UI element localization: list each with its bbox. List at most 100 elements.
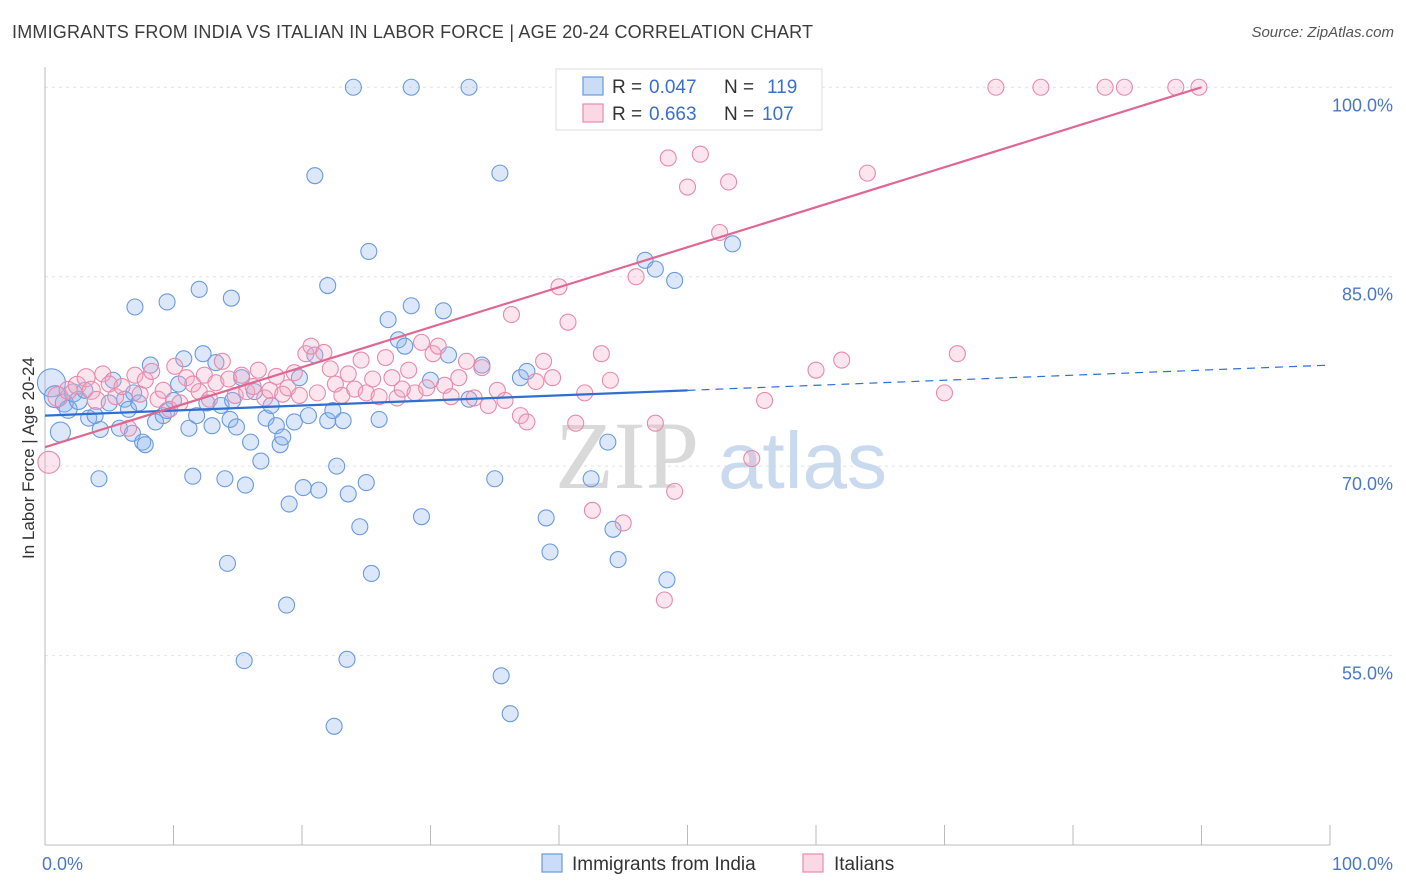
bottom-legend-swatch-india	[541, 853, 563, 873]
point-india-98	[126, 298, 144, 316]
bottom-legend-label-india: Immigrants from India	[572, 854, 756, 875]
point-india-21	[136, 436, 154, 454]
legend-r-label-italians: R =	[612, 104, 642, 125]
point-italians-85	[601, 371, 619, 389]
point-india-89	[658, 571, 676, 589]
bottom-legend: Immigrants from India Italians	[541, 853, 894, 875]
point-italians-92	[691, 145, 709, 163]
legend-n-value-india: 119	[767, 77, 797, 98]
point-india-103	[235, 652, 253, 670]
point-india-102	[218, 554, 237, 572]
point-italians-28	[220, 370, 238, 388]
y-tick-labels: 55.0% 70.0% 85.0% 100.0%	[1332, 95, 1393, 683]
point-italians-94	[720, 173, 738, 191]
point-italians-108	[659, 149, 677, 167]
point-india-101	[278, 596, 296, 614]
point-italians-77	[535, 352, 553, 370]
series-italians-points	[37, 78, 1208, 609]
point-india-22	[141, 356, 159, 374]
point-italians-12	[126, 366, 144, 384]
point-italians-87	[627, 268, 645, 286]
point-india-85	[604, 520, 622, 538]
legend-swatch-italians	[582, 103, 604, 123]
point-italians-10	[113, 378, 131, 396]
point-italians-73	[502, 306, 521, 324]
point-india-92	[723, 235, 742, 253]
point-italians-90	[666, 482, 684, 500]
point-italians-33	[249, 361, 267, 379]
point-italians-99	[858, 164, 876, 182]
point-india-94	[402, 78, 420, 96]
point-india-11	[90, 470, 108, 488]
point-india-55	[299, 407, 317, 425]
legend-r-value-india: 0.047	[649, 77, 697, 98]
point-india-2	[49, 421, 71, 443]
point-india-83	[582, 470, 600, 488]
point-italians-105	[1115, 78, 1133, 96]
point-india-35	[207, 354, 225, 372]
axes	[44, 67, 1331, 846]
point-india-37	[216, 470, 234, 488]
point-italians-19	[166, 357, 184, 375]
point-italians-43	[308, 384, 326, 402]
chart-source: Source: ZipAtlas.com	[1251, 24, 1394, 41]
y-axis-label: In Labor Force | Age 20-24	[19, 357, 38, 559]
point-india-70	[402, 297, 420, 315]
point-italians-66	[450, 369, 468, 387]
point-italians-55	[383, 369, 401, 387]
point-india-64	[357, 473, 375, 492]
point-india-58	[319, 412, 337, 430]
point-india-0	[36, 368, 66, 398]
point-india-82	[541, 543, 559, 561]
legend: R = 0.047 N = 119 R = 0.663 N = 107	[555, 68, 823, 131]
point-italians-67	[457, 352, 476, 370]
point-italians-95	[743, 450, 761, 468]
x-tick-label-1: 100.0%	[1332, 854, 1393, 874]
point-italians-78	[544, 369, 562, 387]
bottom-legend-swatch-italians	[802, 853, 824, 873]
point-italians-96	[756, 391, 774, 410]
point-italians-30	[233, 366, 251, 384]
point-italians-103	[1032, 78, 1050, 96]
point-india-52	[285, 413, 303, 431]
point-italians-69	[473, 359, 491, 377]
point-india-71	[412, 508, 431, 526]
point-italians-58	[400, 361, 418, 379]
point-italians-81	[567, 414, 585, 432]
point-india-51	[280, 495, 298, 513]
point-india-31	[188, 407, 206, 425]
watermark-zip: ZIP	[555, 402, 699, 509]
point-italians-51	[357, 384, 375, 402]
point-india-45	[252, 452, 270, 470]
x-tick-label-0: 0.0%	[42, 854, 83, 874]
point-india-100	[319, 276, 337, 295]
y-tick-label-0: 55.0%	[1342, 664, 1393, 684]
point-italians-84	[592, 345, 610, 363]
point-india-86	[609, 551, 627, 569]
point-italians-65	[442, 388, 460, 406]
point-india-61	[334, 412, 352, 430]
point-italians-2	[58, 380, 78, 400]
point-italians-45	[321, 360, 339, 378]
point-italians-40	[290, 386, 308, 404]
point-italians-50	[352, 351, 370, 369]
point-italians-15	[143, 362, 161, 380]
point-india-104	[338, 650, 356, 668]
legend-r-label-india: R =	[612, 77, 642, 98]
point-india-32	[194, 345, 212, 363]
point-italians-9	[107, 388, 125, 406]
point-italians-76	[527, 372, 545, 391]
point-italians-36	[267, 367, 285, 386]
point-india-62	[339, 485, 357, 503]
y-tick-label-3: 100.0%	[1332, 95, 1393, 115]
point-italians-1	[47, 386, 69, 408]
point-italians-104	[1096, 78, 1114, 96]
point-india-66	[370, 410, 388, 428]
point-india-42	[236, 476, 255, 494]
point-italians-75	[518, 413, 536, 431]
legend-n-label-italians: N =	[724, 104, 754, 125]
point-india-77	[486, 470, 504, 488]
point-italians-5	[81, 380, 101, 400]
point-italians-26	[207, 374, 225, 392]
point-india-50	[274, 428, 292, 446]
